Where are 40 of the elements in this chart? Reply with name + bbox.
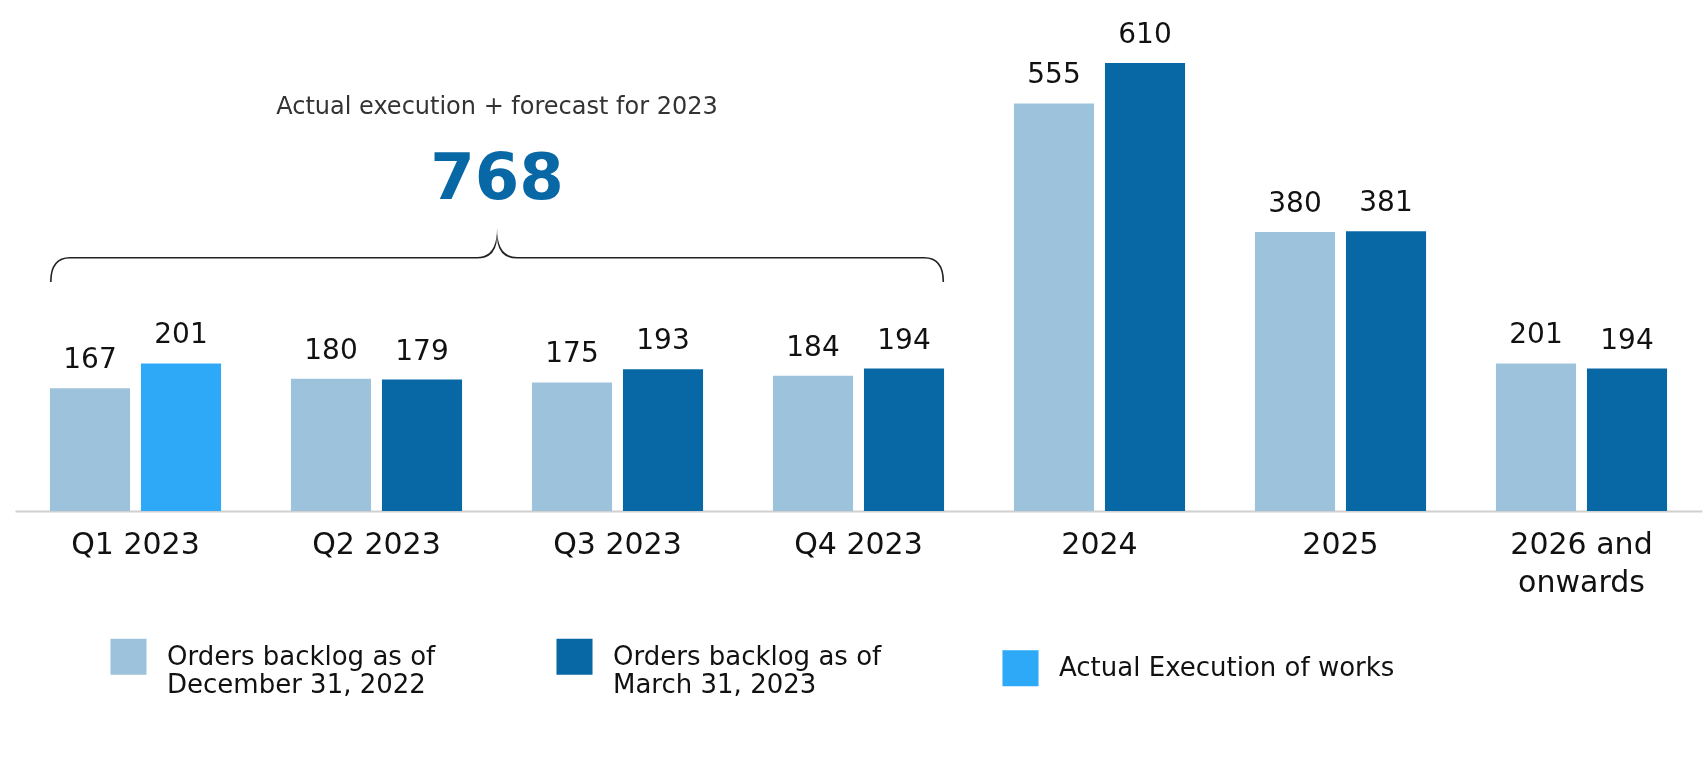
legend-label: Actual Execution of works (1059, 652, 1395, 683)
x-tick-label: Q4 2023 (794, 525, 923, 561)
data-label: 380 (1268, 185, 1322, 219)
x-tick-label: Q3 2023 (553, 525, 682, 561)
bar (49, 388, 131, 511)
data-label: 167 (63, 342, 117, 376)
data-label: 381 (1359, 185, 1413, 219)
x-tick-label: Q2 2023 (312, 525, 441, 561)
annotation: Actual execution + forecast for 2023 (276, 92, 718, 120)
data-label: 184 (786, 329, 840, 363)
data-label: 194 (877, 322, 931, 356)
legend-label: Orders backlog as of December 31, 2022 (167, 640, 437, 699)
data-label: 179 (395, 333, 449, 367)
data-label: 201 (1509, 317, 1563, 351)
bar (1104, 63, 1186, 511)
bar (140, 363, 222, 511)
x-tick-label: 2025 (1302, 525, 1379, 561)
bar (381, 379, 463, 511)
bar (863, 368, 945, 511)
bar (531, 382, 613, 511)
bar (622, 369, 704, 511)
x-tick-label: 2026 and onwards (1510, 525, 1653, 599)
bar (290, 378, 372, 511)
bar (1013, 103, 1095, 511)
x-tick-label: 2024 (1061, 525, 1138, 561)
data-label: 175 (545, 336, 599, 370)
bar (772, 375, 854, 511)
bar (1345, 231, 1427, 511)
annotation: 768 (430, 140, 564, 214)
bar (1495, 363, 1577, 511)
data-label: 201 (154, 317, 208, 351)
data-label: 555 (1027, 57, 1081, 91)
bar (1586, 368, 1668, 511)
data-label: 180 (304, 332, 358, 366)
legend-label: Orders backlog as of March 31, 2023 (613, 640, 883, 699)
data-label: 193 (636, 323, 690, 357)
data-label: 194 (1600, 322, 1654, 356)
bar (1254, 231, 1336, 511)
x-tick-label: Q1 2023 (71, 525, 200, 561)
data-label: 610 (1118, 17, 1172, 50)
